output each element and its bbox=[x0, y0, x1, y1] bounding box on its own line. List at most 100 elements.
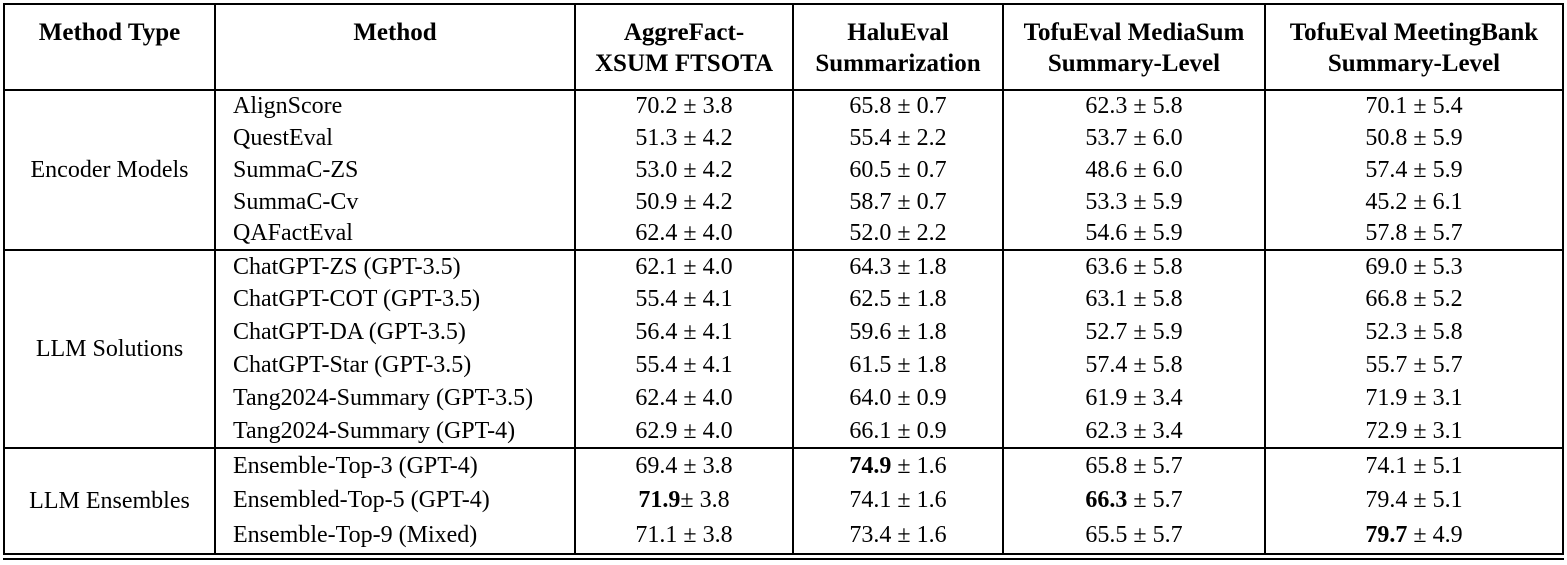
score-cell: 69.4 ± 3.8 bbox=[574, 447, 793, 483]
table-row: Tang2024-Summary (GPT-3.5) 62.4 ± 4.0 64.0… bbox=[4, 382, 1563, 415]
score-cell: 62.4 ± 4.0 bbox=[574, 382, 793, 415]
col-header-text: Summarization bbox=[815, 50, 981, 77]
score-cell: 62.3 ± 3.4 bbox=[1002, 415, 1265, 448]
col-header-text: Method bbox=[353, 19, 437, 46]
score-cell: 55.4 ± 4.1 bbox=[574, 283, 793, 316]
method-name: SummaC-ZS bbox=[214, 154, 575, 186]
score-cell: 55.4 ± 4.1 bbox=[574, 349, 793, 382]
score-cell: 53.3 ± 5.9 bbox=[1002, 186, 1265, 218]
score-cell: 53.7 ± 6.0 bbox=[1002, 122, 1265, 154]
score-cell: 60.5 ± 0.7 bbox=[792, 154, 1003, 186]
score-cell: 70.2 ± 3.8 bbox=[574, 89, 793, 122]
header-row: Method Type Method AggreFact- XSUM FTSOT… bbox=[4, 4, 1563, 91]
method-name: Ensemble-Top-9 (Mixed) bbox=[214, 518, 575, 553]
score-cell: 57.4 ± 5.9 bbox=[1264, 154, 1563, 186]
score-cell: 66.8 ± 5.2 bbox=[1264, 283, 1563, 316]
score-cell: 74.9 ± 1.6 bbox=[792, 447, 1003, 483]
score-cell: 66.1 ± 0.9 bbox=[792, 415, 1003, 448]
score-cell: 63.1 ± 5.8 bbox=[1002, 283, 1265, 316]
score-cell: 51.3 ± 4.2 bbox=[574, 122, 793, 154]
score-cell: 50.9 ± 4.2 bbox=[574, 186, 793, 218]
score-cell: 55.7 ± 5.7 bbox=[1264, 349, 1563, 382]
score-cell: 70.1 ± 5.4 bbox=[1264, 89, 1563, 122]
col-header-text: Summary-Level bbox=[1047, 50, 1221, 77]
score-cell: 79.7 ± 4.9 bbox=[1264, 518, 1563, 553]
method-name: ChatGPT-DA (GPT-3.5) bbox=[214, 316, 575, 349]
col-header-tofueval-meetingbank: TofuEval MeetingBank Summary-Level bbox=[1264, 4, 1563, 91]
col-header-text: Summary-Level bbox=[1327, 50, 1501, 77]
score-cell: 71.9 ± 3.1 bbox=[1264, 382, 1563, 415]
results-table: Method Type Method AggreFact- XSUM FTSOT… bbox=[3, 3, 1564, 553]
method-type-group-label: LLM Ensembles bbox=[4, 447, 215, 553]
table-body: Encoder Models AlignScore 70.2 ± 3.8 65.8 ±… bbox=[4, 89, 1563, 553]
score-cell: 50.8 ± 5.9 bbox=[1264, 122, 1563, 154]
method-name: SummaC-Cv bbox=[214, 186, 575, 218]
col-header-text: HaluEval bbox=[847, 19, 949, 46]
score-cell: 74.1 ± 1.6 bbox=[792, 483, 1003, 518]
method-name: ChatGPT-ZS (GPT-3.5) bbox=[214, 249, 575, 283]
score-cell: 56.4 ± 4.1 bbox=[574, 316, 793, 349]
score-cell: 61.5 ± 1.8 bbox=[792, 349, 1003, 382]
score-cell: 53.0 ± 4.2 bbox=[574, 154, 793, 186]
score-cell: 63.6 ± 5.8 bbox=[1002, 249, 1265, 283]
score-cell: 62.1 ± 4.0 bbox=[574, 249, 793, 283]
method-name: Ensemble-Top-3 (GPT-4) bbox=[214, 447, 575, 483]
table-row: QAFactEval 62.4 ± 4.0 52.0 ± 2.2 54.6 ± 5.9… bbox=[4, 218, 1563, 250]
table-row: Ensembled-Top-5 (GPT-4) 71.9± 3.8 74.1 ± 1… bbox=[4, 483, 1563, 518]
table-row: LLM Solutions ChatGPT-ZS (GPT-3.5) 62.1 ± … bbox=[4, 249, 1563, 448]
score-cell: 58.7 ± 0.7 bbox=[792, 186, 1003, 218]
col-header-tofueval-mediasum: TofuEval MediaSum Summary-Level bbox=[1002, 4, 1265, 91]
col-header-method-type: Method Type bbox=[4, 4, 215, 91]
score-cell: 69.0 ± 5.3 bbox=[1264, 249, 1563, 283]
score-cell: 65.8 ± 5.7 bbox=[1002, 447, 1265, 483]
col-header-text: XSUM FTSOTA bbox=[594, 50, 774, 77]
method-name: Tang2024-Summary (GPT-4) bbox=[214, 415, 575, 448]
method-name: Tang2024-Summary (GPT-3.5) bbox=[214, 382, 575, 415]
col-header-text: TofuEval MediaSum bbox=[1023, 19, 1245, 46]
best-score-value: 74.9 bbox=[849, 452, 892, 479]
method-type-group-label: LLM Solutions bbox=[4, 249, 215, 448]
table-row: SummaC-Cv 50.9 ± 4.2 58.7 ± 0.7 53.3 ± 5.9 4… bbox=[4, 186, 1563, 218]
table-row: SummaC-ZS 53.0 ± 4.2 60.5 ± 0.7 48.6 ± 6.0 5… bbox=[4, 154, 1563, 186]
col-header-halueval: HaluEval Summarization bbox=[792, 4, 1003, 91]
score-cell: 52.3 ± 5.8 bbox=[1264, 316, 1563, 349]
score-cell: 72.9 ± 3.1 bbox=[1264, 415, 1563, 448]
table-row: ChatGPT-COT (GPT-3.5) 55.4 ± 4.1 62.5 ± 1.… bbox=[4, 283, 1563, 316]
method-name: QuestEval bbox=[214, 122, 575, 154]
col-header-text: TofuEval MeetingBank bbox=[1289, 19, 1539, 46]
table-header: Method Type Method AggreFact- XSUM FTSOT… bbox=[4, 4, 1563, 91]
score-cell: 79.4 ± 5.1 bbox=[1264, 483, 1563, 518]
col-header-text: Method Type bbox=[38, 19, 181, 46]
score-cell: 59.6 ± 1.8 bbox=[792, 316, 1003, 349]
table-row: Encoder Models AlignScore 70.2 ± 3.8 65.8 ±… bbox=[4, 89, 1563, 250]
score-cell: 71.1 ± 3.8 bbox=[574, 518, 793, 553]
score-cell: 62.4 ± 4.0 bbox=[574, 218, 793, 250]
col-header-aggrefact-xsum: AggreFact- XSUM FTSOTA bbox=[574, 4, 793, 91]
score-cell: 64.0 ± 0.9 bbox=[792, 382, 1003, 415]
table-row: Tang2024-Summary (GPT-4) 62.9 ± 4.0 66.1 ±… bbox=[4, 415, 1563, 448]
table-row: LLM Ensembles Ensemble-Top-3 (GPT-4) 69.4 … bbox=[4, 447, 1563, 553]
best-score-value: 66.3 bbox=[1085, 487, 1128, 513]
table-row: ChatGPT-DA (GPT-3.5) 56.4 ± 4.1 59.6 ± 1.8… bbox=[4, 316, 1563, 349]
method-name: ChatGPT-Star (GPT-3.5) bbox=[214, 349, 575, 382]
score-cell: 65.8 ± 0.7 bbox=[792, 89, 1003, 122]
method-name: Ensembled-Top-5 (GPT-4) bbox=[214, 483, 575, 518]
col-header-method: Method bbox=[214, 4, 575, 91]
score-cell: 52.7 ± 5.9 bbox=[1002, 316, 1265, 349]
score-cell: 66.3 ± 5.7 bbox=[1002, 483, 1265, 518]
table-row: Ensemble-Top-9 (Mixed) 71.1 ± 3.8 73.4 ± 1… bbox=[4, 518, 1563, 553]
table-row: ChatGPT-Star (GPT-3.5) 55.4 ± 4.1 61.5 ± 1… bbox=[4, 349, 1563, 382]
score-cell: 74.1 ± 5.1 bbox=[1264, 447, 1563, 483]
score-cell: 48.6 ± 6.0 bbox=[1002, 154, 1265, 186]
score-cell: 64.3 ± 1.8 bbox=[792, 249, 1003, 283]
score-cell: 55.4 ± 2.2 bbox=[792, 122, 1003, 154]
score-cell: 57.4 ± 5.8 bbox=[1002, 349, 1265, 382]
score-cell: 62.3 ± 5.8 bbox=[1002, 89, 1265, 122]
method-name: QAFactEval bbox=[214, 218, 575, 250]
best-score-value: 71.9 bbox=[638, 487, 681, 513]
score-cell: 45.2 ± 6.1 bbox=[1264, 186, 1563, 218]
col-header-text: AggreFact- bbox=[623, 19, 745, 46]
score-cell: 54.6 ± 5.9 bbox=[1002, 218, 1265, 250]
results-table-frame: Method Type Method AggreFact- XSUM FTSOT… bbox=[3, 3, 1564, 560]
